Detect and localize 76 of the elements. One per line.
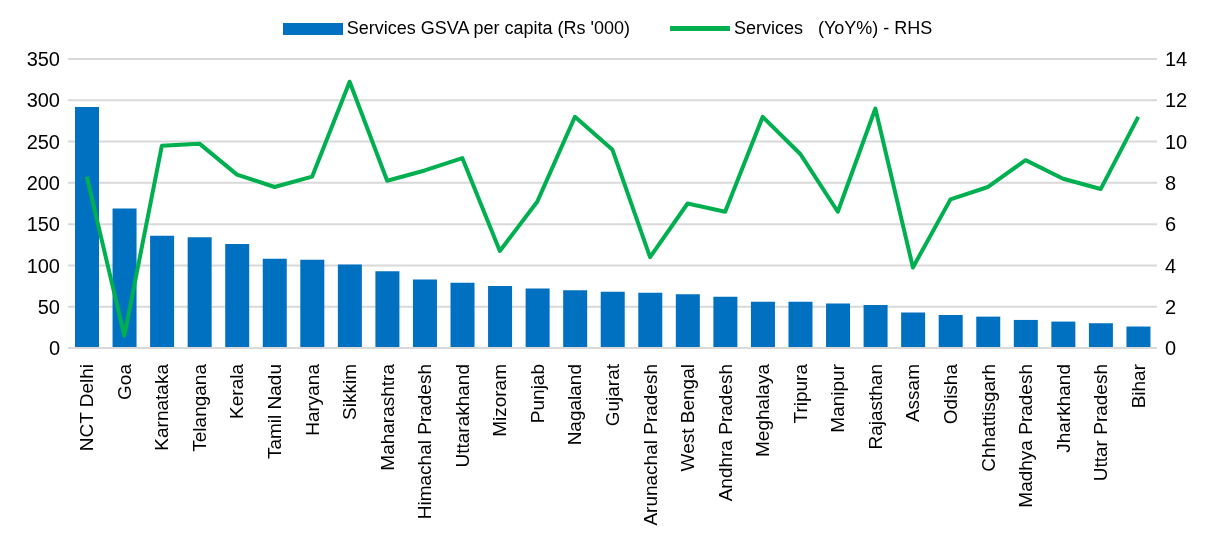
x-tick-label: Haryana <box>301 363 323 436</box>
x-tick-label: Uttarakhand <box>451 364 473 468</box>
x-tick-label: Gujarat <box>602 363 623 427</box>
y2-tick-label: 2 <box>1165 295 1177 318</box>
y-tick-label: 50 <box>37 295 60 318</box>
x-tick-label: Rajasthan <box>864 364 886 450</box>
x-tick-label: Chhattisgarh <box>977 364 999 472</box>
y-tick-label: 250 <box>26 130 60 153</box>
y2-tick-label: 10 <box>1165 130 1188 153</box>
x-tick-label: Madhya Pradesh <box>1015 364 1037 508</box>
y2-tick-label: 12 <box>1165 89 1188 112</box>
bar <box>262 258 287 348</box>
x-tick-label: Telangana <box>188 363 210 452</box>
x-tick-label: Maharashtra <box>376 363 398 471</box>
bar <box>187 237 212 348</box>
legend-label: Services (YoY%) - RHS <box>733 18 933 39</box>
bar <box>1051 321 1076 348</box>
bar <box>1126 326 1151 348</box>
x-tick-label: Meghalaya <box>752 363 774 457</box>
bar <box>600 291 625 348</box>
bar <box>375 271 400 348</box>
bar <box>300 259 325 348</box>
bar <box>826 303 851 348</box>
bar <box>750 301 775 348</box>
x-tick-label: West Bengal <box>677 364 699 472</box>
bar <box>75 106 99 348</box>
bar <box>525 288 550 348</box>
x-tick-label: Nagaland <box>564 364 586 446</box>
x-tick-label: Odisha <box>939 363 961 425</box>
y-tick-label: 200 <box>26 171 60 194</box>
bar <box>675 294 700 348</box>
y2-tick-label: 14 <box>1165 48 1188 71</box>
bar <box>1013 319 1038 348</box>
y-tick-label: 150 <box>26 213 60 236</box>
x-tick-label: NCT Delhi <box>76 364 98 452</box>
x-tick-label: Assam <box>902 364 924 423</box>
bar <box>976 316 1001 348</box>
bar <box>450 282 475 348</box>
y-tick-label: 0 <box>48 337 60 360</box>
x-tick-label: Jharkhand <box>1052 364 1074 453</box>
bar <box>713 296 738 348</box>
x-tick-label: Andhra Pradesh <box>714 364 736 502</box>
x-tick-label: Tripura <box>789 363 811 424</box>
x-tick-label: Karnataka <box>151 363 173 451</box>
bar <box>150 235 175 348</box>
y-tick-label: 300 <box>26 89 60 112</box>
bar <box>225 243 250 348</box>
x-tick-label: Manipur <box>827 363 849 433</box>
x-tick-label: Kerala <box>226 363 248 419</box>
bar <box>563 290 588 348</box>
y2-tick-label: 0 <box>1165 337 1177 360</box>
x-tick-label: Mizoram <box>489 364 511 437</box>
x-tick-label: Tamil Nadu <box>264 364 286 460</box>
x-tick-label: Sikkim <box>339 364 361 420</box>
bar <box>488 286 513 348</box>
bar <box>901 312 926 348</box>
bar <box>638 292 663 348</box>
bar <box>938 314 963 348</box>
x-tick-label: Uttar Pradesh <box>1090 364 1112 482</box>
x-tick-label: Bihar <box>1127 363 1149 409</box>
bar <box>337 264 362 348</box>
y-tick-label: 350 <box>26 48 60 71</box>
y2-tick-label: 6 <box>1165 213 1177 236</box>
legend-label: Services GSVA per capita (Rs '000) <box>346 18 630 39</box>
line-series <box>84 79 1141 338</box>
y2-tick-label: 8 <box>1165 171 1177 194</box>
x-tick-label: Goa <box>113 363 135 400</box>
x-tick-label: Arunachal Pradesh <box>639 364 661 526</box>
y-tick-label: 100 <box>26 254 60 277</box>
x-tick-label: Punjab <box>526 364 548 424</box>
bar <box>412 279 437 348</box>
x-tick-label: Himachal Pradesh <box>414 364 436 520</box>
bar <box>788 301 813 348</box>
bar <box>1088 323 1113 348</box>
bar <box>863 305 888 348</box>
y2-tick-label: 4 <box>1165 254 1177 277</box>
